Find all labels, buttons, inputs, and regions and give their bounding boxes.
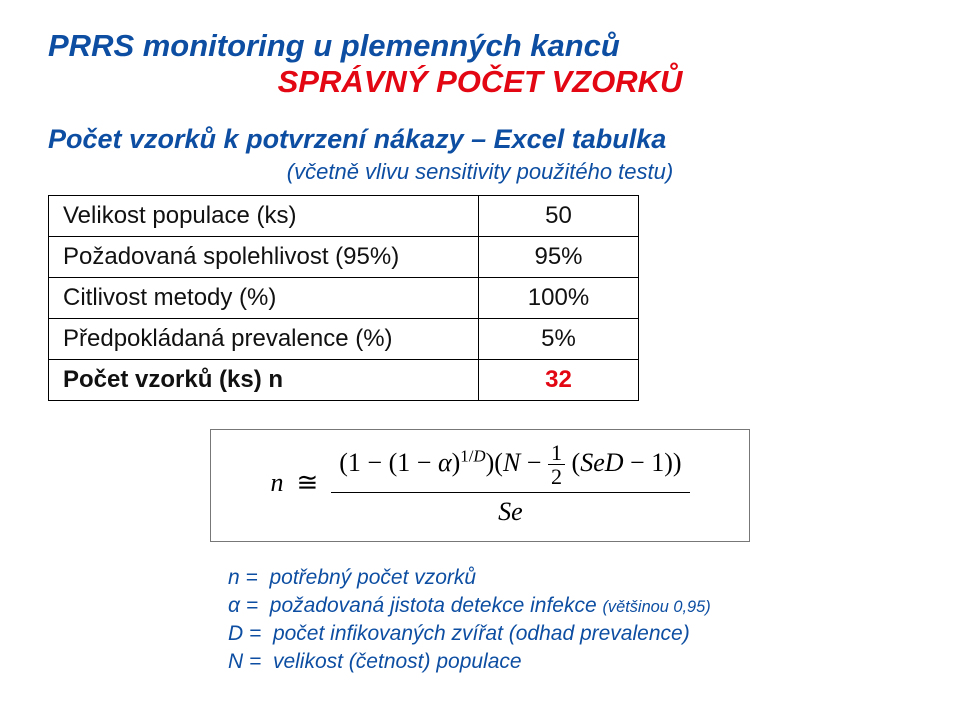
formula-tok: ( [389, 448, 398, 477]
legend-sym: α [228, 594, 240, 617]
table-row: Velikost populace (ks) 50 [49, 196, 639, 237]
legend-text: velikost (četnost) populace [273, 650, 522, 673]
formula-half: 12 [548, 442, 565, 488]
formula-tok: 1 [651, 448, 664, 477]
formula-exponent: 1/D [460, 446, 485, 465]
legend-eq: = [246, 566, 258, 589]
formula-fraction: (1 − (1 − α)1/D)(N − 12 (SeD − 1)) Se [331, 442, 689, 527]
legend-eq: = [246, 594, 258, 617]
param-value: 95% [479, 237, 639, 278]
formula-numerator: (1 − (1 − α)1/D)(N − 12 (SeD − 1)) [331, 442, 689, 493]
legend-text: požadovaná jistota detekce infekce [270, 594, 603, 617]
parameters-table: Velikost populace (ks) 50 Požadovaná spo… [48, 195, 639, 401]
param-value: 5% [479, 319, 639, 360]
table-row: Citlivost metody (%) 100% [49, 278, 639, 319]
param-label: Citlivost metody (%) [49, 278, 479, 319]
legend-text: počet infikovaných zvířat (odhad prevale… [273, 622, 690, 645]
formula-N: N [503, 448, 520, 477]
legend-line-D: D = počet infikovaných zvířat (odhad pre… [228, 622, 912, 646]
param-label: Předpokládaná prevalence (%) [49, 319, 479, 360]
formula-tok: D [473, 446, 485, 465]
formula-tok: 1/ [460, 446, 473, 465]
formula-tok: 1 [397, 448, 410, 477]
param-value: 100% [479, 278, 639, 319]
formula-tok: ) [673, 448, 682, 477]
legend-line-alpha: α = požadovaná jistota detekce infekce (… [228, 594, 912, 618]
section-heading: Počet vzorků k potvrzení nákazy – Excel … [48, 124, 912, 155]
formula-tok: − [527, 448, 542, 477]
legend-line-N: N = velikost (četnost) populace [228, 650, 912, 674]
table-row: Požadovaná spolehlivost (95%) 95% [49, 237, 639, 278]
formula-tok: 1 [348, 448, 361, 477]
legend-eq: = [249, 622, 261, 645]
result-label: Počet vzorků (ks) n [49, 360, 479, 401]
slide-title: PRRS monitoring u plemenných kanců [48, 28, 912, 64]
formula-tok: ( [494, 448, 503, 477]
legend-subtext: (většinou 0,95) [602, 598, 710, 616]
formula-tok: 1 [548, 442, 565, 465]
formula-tok: − [630, 448, 645, 477]
formula-denominator: Se [331, 493, 689, 527]
formula-tok: ) [486, 448, 495, 477]
legend: n = potřebný počet vzorků α = požadovaná… [228, 566, 912, 674]
legend-text: potřebný počet vzorků [269, 566, 476, 589]
param-label: Požadovaná spolehlivost (95%) [49, 237, 479, 278]
paren-note: (včetně vlivu sensitivity použitého test… [48, 159, 912, 185]
formula-tok: − [367, 448, 382, 477]
legend-sym: D [228, 622, 243, 645]
formula-tok: ) [664, 448, 673, 477]
result-value: 32 [479, 360, 639, 401]
formula-tok: 2 [548, 465, 565, 488]
formula-SeD: SeD [580, 448, 623, 477]
param-label: Velikost populace (ks) [49, 196, 479, 237]
formula-tok: ) [452, 448, 461, 477]
formula-n: n [270, 468, 283, 497]
legend-sym: N [228, 650, 243, 673]
formula-alpha: α [438, 448, 452, 477]
formula-box: n ≅ (1 − (1 − α)1/D)(N − 12 (SeD − 1)) S… [210, 429, 750, 542]
formula-tok: − [417, 448, 432, 477]
legend-sym: n [228, 566, 240, 589]
legend-eq: = [249, 650, 261, 673]
param-value: 50 [479, 196, 639, 237]
legend-line-n: n = potřebný počet vzorků [228, 566, 912, 590]
table-row: Předpokládaná prevalence (%) 5% [49, 319, 639, 360]
slide-subtitle: SPRÁVNÝ POČET VZORKŮ [48, 64, 912, 100]
formula-tok: ( [572, 448, 581, 477]
table-result-row: Počet vzorků (ks) n 32 [49, 360, 639, 401]
formula: n ≅ (1 − (1 − α)1/D)(N − 12 (SeD − 1)) S… [270, 468, 689, 497]
formula-approx: ≅ [296, 468, 318, 497]
